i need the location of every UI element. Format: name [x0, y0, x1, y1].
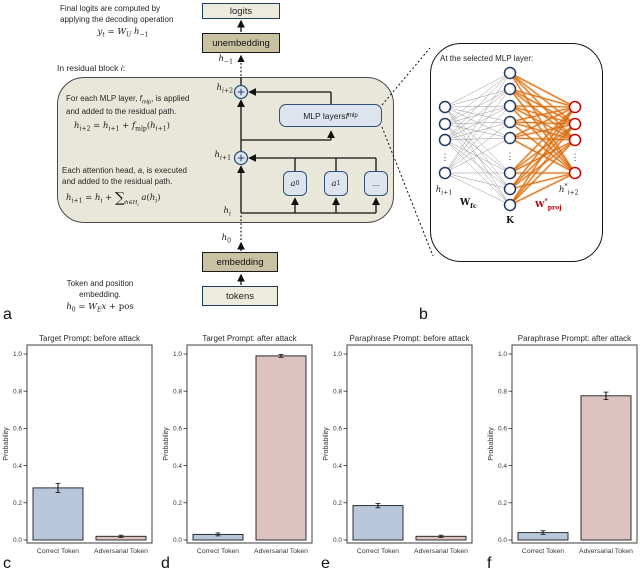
y-tick-label: 0.4: [13, 463, 22, 470]
note-line-1: Final logits are computed by: [60, 4, 161, 13]
y-tick-label: 0.2: [498, 500, 507, 507]
embedding-box: embedding: [202, 252, 278, 272]
bar-chart-svg: Target Prompt: before attackProbability0…: [1, 334, 153, 555]
embedding-equation: h0 = WEx + pos: [66, 302, 134, 314]
y-axis-label: Probability: [486, 427, 495, 461]
panel-label-e: e: [321, 555, 330, 572]
mlp-note-line-2: and added to the residual path.: [66, 107, 177, 117]
chart-title: Target Prompt: before attack: [39, 334, 141, 343]
chart-target-after-attack: Target Prompt: after attack Probability 0.…: [160, 328, 320, 576]
embed-note-line-1: Token and position embedding.: [66, 279, 134, 299]
bar: [32, 487, 84, 541]
tokens-box: tokens: [202, 286, 278, 306]
h-minus1-label: h−1: [218, 54, 234, 66]
note-line-2: applying the decoding operation: [60, 14, 174, 24]
chart-target-before-attack: Target Prompt: before attack Probability 0…: [0, 328, 160, 576]
residual-block-heading: In residual block i:: [57, 63, 126, 73]
plot-frame: [346, 344, 473, 544]
panel-label-d: d: [161, 555, 170, 572]
y-tick-label: 1.0: [13, 351, 22, 358]
attention-note: Each attention head, a, is executed and …: [62, 166, 212, 208]
h-i1-label: hi+1: [214, 150, 231, 162]
mlp-note: For each MLP layer, fmlp, is applied and…: [66, 94, 216, 134]
y-axis-label: Probability: [1, 427, 10, 461]
y-tick-label: 0.2: [13, 500, 22, 507]
panel-label-b: b: [419, 306, 428, 323]
bar-chart-svg: Paraphrase Prompt: before attack Probabil…: [321, 334, 473, 555]
y-tick-label: 0.6: [173, 426, 182, 433]
bar: [580, 395, 632, 541]
mlp-zoom-panel: [430, 43, 603, 262]
y-tick-label: 0.8: [173, 388, 182, 395]
y-tick-label: 0.2: [333, 500, 342, 507]
y-tick-label: 0.8: [333, 388, 342, 395]
mlp-output-vector-label: h*i+2: [559, 183, 579, 197]
y-tick-label: 0.4: [498, 463, 507, 470]
y-tick-label: 0.6: [498, 426, 507, 433]
mlp-panel-title: At the selected MLP layer:: [440, 54, 534, 63]
bar: [352, 505, 404, 541]
y-tick-label: 0.6: [333, 426, 342, 433]
final-logits-note: Final logits are computed by applying th…: [60, 4, 186, 40]
x-category-label: Adversarial Token: [579, 548, 633, 555]
logits-box: logits: [202, 3, 280, 19]
h-i-label: hi: [223, 206, 231, 218]
bar-chart-svg: Paraphrase Prompt: after attack Probabili…: [486, 334, 638, 555]
y-tick-label: 0.0: [498, 537, 507, 544]
y-tick-label: 1.0: [333, 351, 342, 358]
x-category-label: Adversarial Token: [414, 548, 468, 555]
y-tick-label: 0.0: [173, 537, 182, 544]
mlp-note-line-1: For each MLP layer, fmlp, is applied: [66, 94, 190, 106]
attention-equation: hi+1 = hi + ∑h∈Hi a(hi): [66, 190, 161, 208]
panel-label-a: a: [3, 306, 12, 323]
mlp-layers-box: MLP layers f mlp: [279, 104, 382, 127]
panel-label-f: f: [487, 555, 492, 572]
y-tick-label: 1.0: [498, 351, 507, 358]
y-axis-label: Probability: [161, 427, 170, 461]
mlp-equation: hi+2 = hi+1 + fmlp(hi+1): [74, 120, 170, 133]
attn-note-line-2: and added to the residual path.: [62, 176, 173, 186]
chart-title: Paraphrase Prompt: before attack: [349, 334, 470, 343]
embedding-note: Token and position embedding. h0 = WEx +…: [50, 279, 150, 315]
x-category-label: Correct Token: [522, 548, 564, 555]
y-tick-label: 0.8: [498, 388, 507, 395]
x-category-label: Correct Token: [357, 548, 399, 555]
y-tick-label: 0.0: [333, 537, 342, 544]
y-tick-label: 1.0: [173, 351, 182, 358]
panel-label-c: c: [3, 555, 11, 572]
y-axis-label: Probability: [321, 427, 330, 461]
chart-title: Target Prompt: after attack: [202, 334, 297, 343]
attention-head-more-box: ...: [364, 171, 388, 196]
chart-paraphrase-after-attack: Paraphrase Prompt: after attack Probabili…: [485, 328, 640, 576]
y-tick-label: 0.6: [13, 426, 22, 433]
x-category-label: Adversarial Token: [94, 548, 148, 555]
chart-title: Paraphrase Prompt: after attack: [518, 334, 632, 343]
y-tick-label: 0.4: [333, 463, 342, 470]
x-category-label: Correct Token: [37, 548, 79, 555]
chart-paraphrase-before-attack: Paraphrase Prompt: before attack Probabil…: [320, 328, 480, 576]
mlp-input-vector-label: hi+1: [435, 185, 453, 197]
x-category-label: Correct Token: [197, 548, 239, 555]
x-category-label: Adversarial Token: [254, 548, 308, 555]
w-fc-label: Wfc: [460, 198, 477, 210]
w-proj-label: W*proj: [535, 198, 562, 212]
y-tick-label: 0.4: [173, 463, 182, 470]
y-tick-label: 0.2: [173, 500, 182, 507]
attn-note-line-1: Each attention head, a, is executed: [62, 166, 187, 175]
y-tick-label: 0.0: [13, 537, 22, 544]
unembedding-box: unembedding: [202, 33, 280, 53]
decoding-equation: yt = WU h−1: [97, 27, 149, 39]
h-0-label: h0: [221, 233, 231, 245]
plot-frame: [511, 344, 638, 544]
plot-frame: [26, 344, 153, 544]
plot-frame: [186, 344, 313, 544]
y-tick-label: 0.8: [13, 388, 22, 395]
k-label: K: [506, 216, 514, 226]
bar-chart-svg: Target Prompt: after attackProbability0.…: [161, 334, 313, 555]
bar: [255, 355, 307, 541]
h-i2-label: hi+2: [216, 83, 233, 95]
